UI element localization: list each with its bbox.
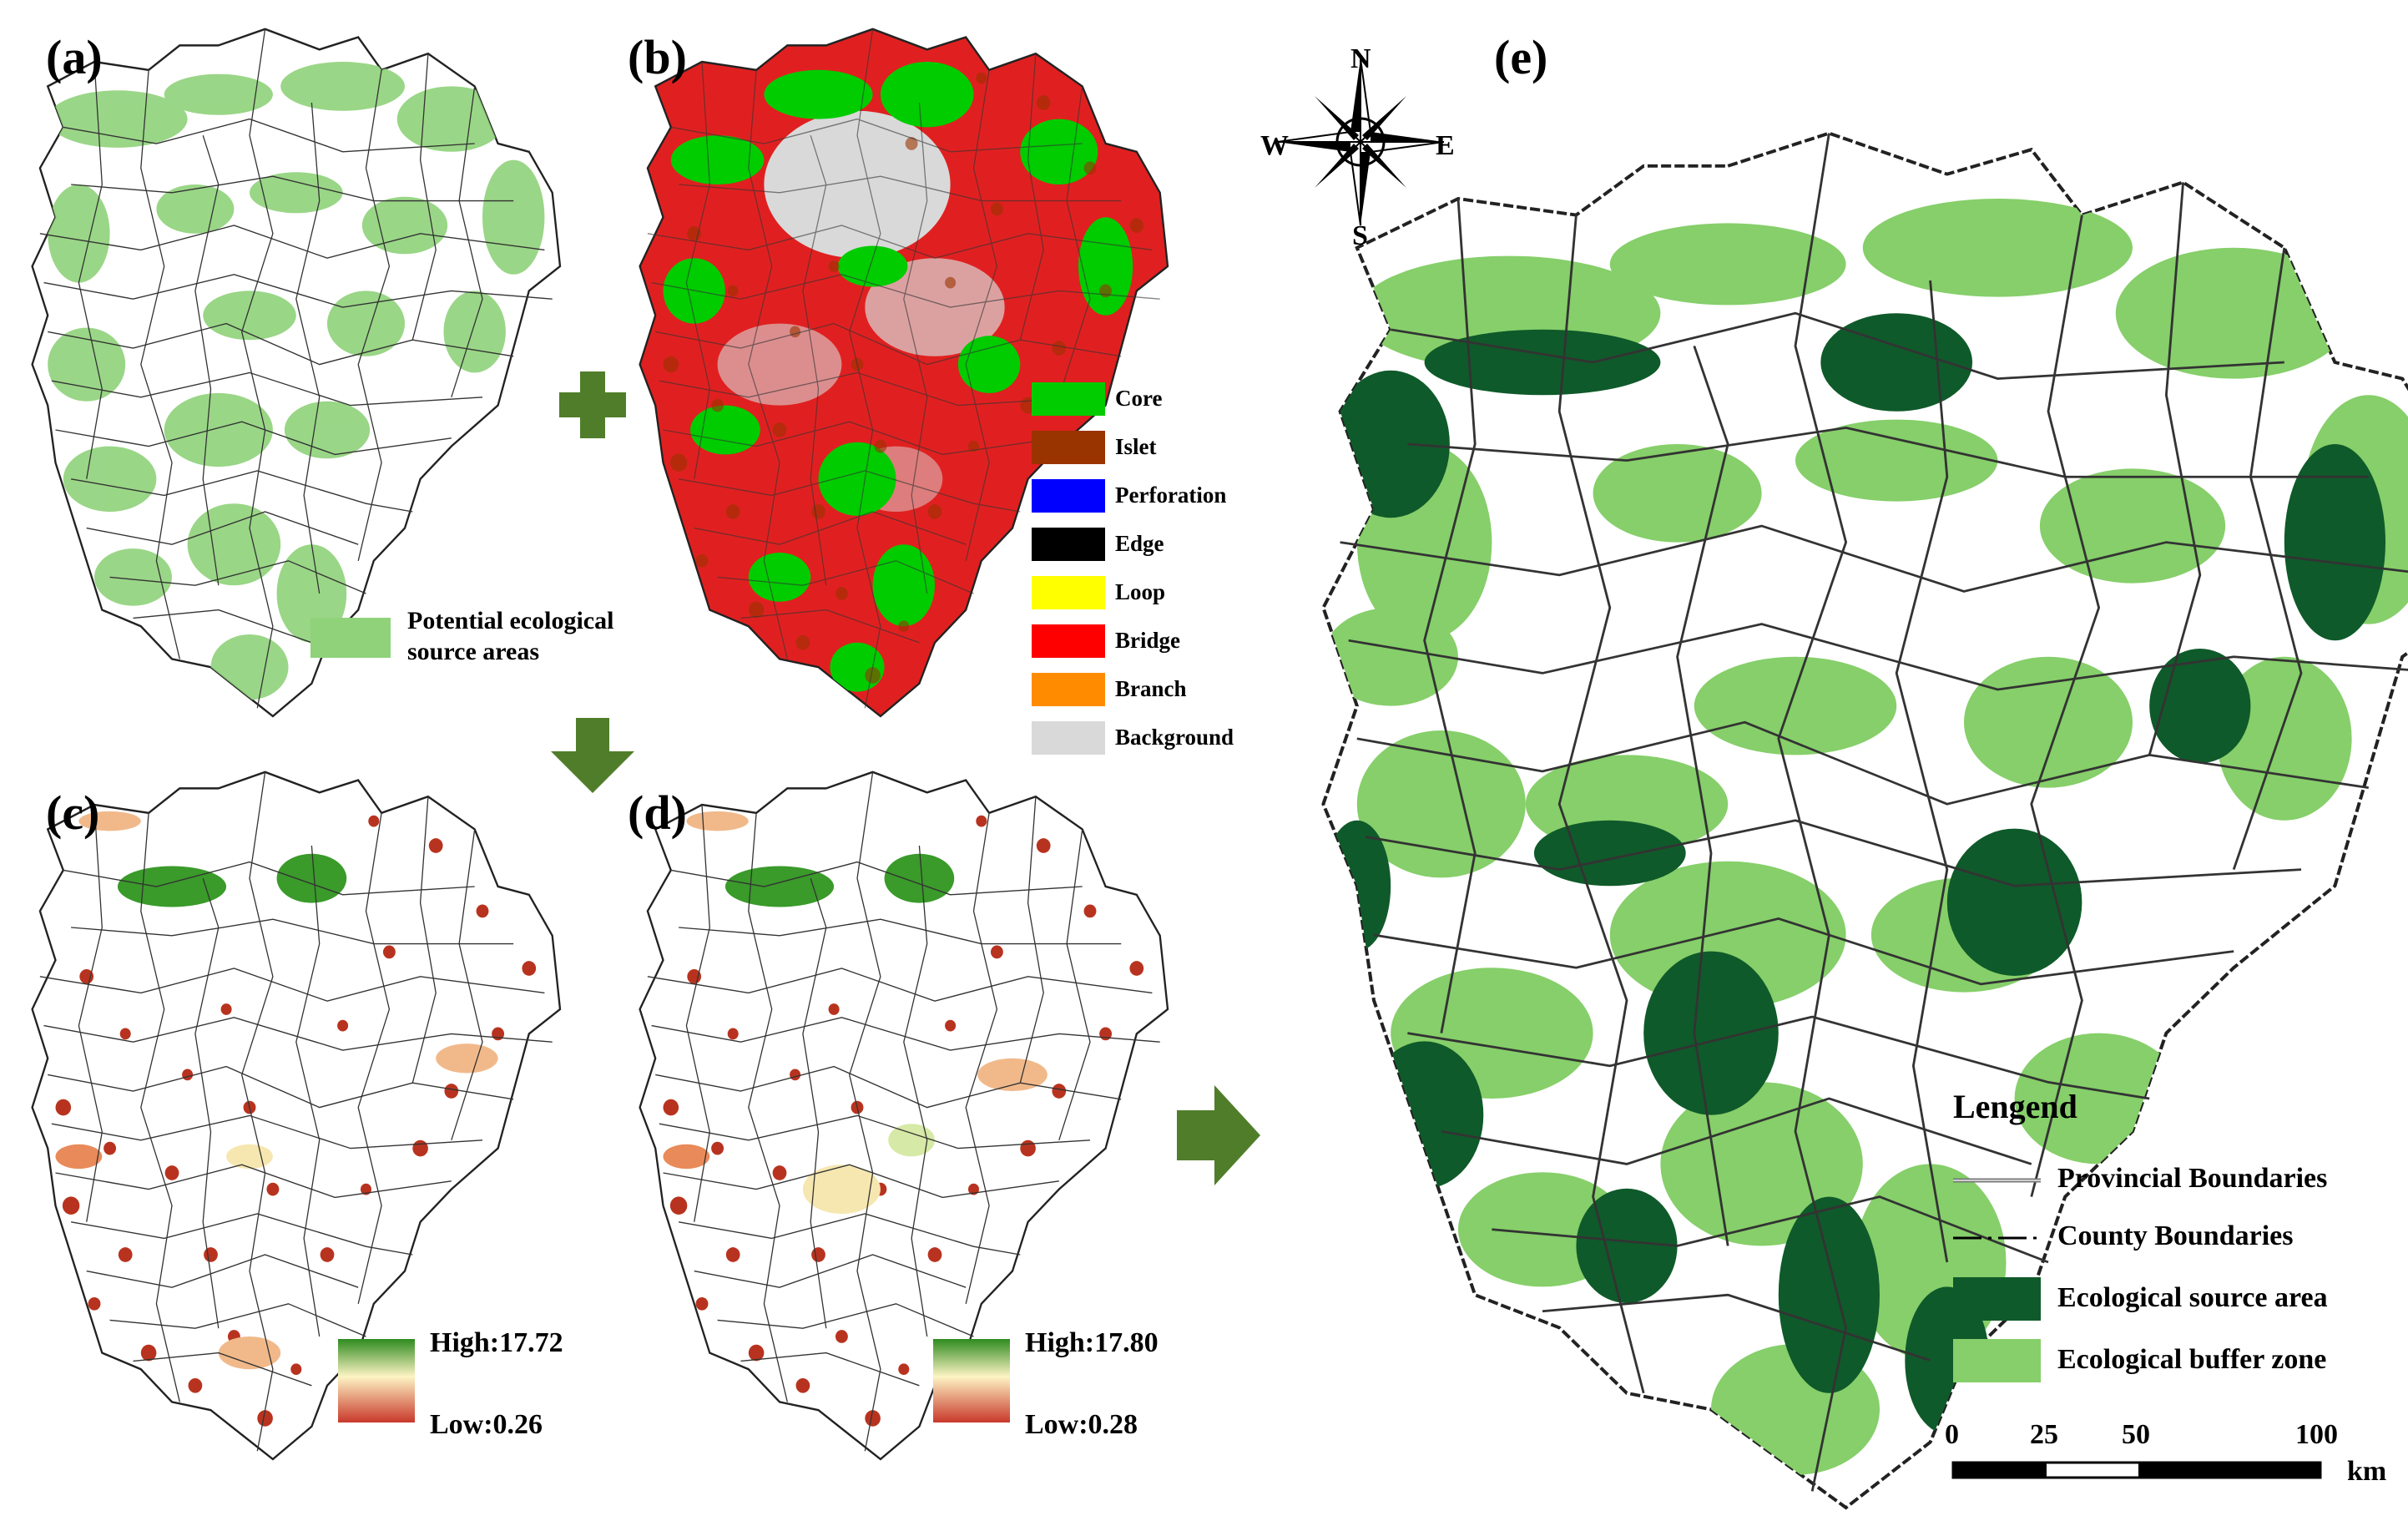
mspa-perforation-label: Perforation — [1115, 483, 1227, 508]
potential-source-label-line1: Potential ecological — [407, 607, 614, 634]
legend-buffer-label: Ecological buffer zone — [2057, 1344, 2327, 1375]
panel-label-d: (d) — [628, 786, 687, 840]
mspa-islet-label: Islet — [1115, 434, 1157, 459]
panel-label-a: (a) — [46, 30, 103, 84]
mspa-background-swatch — [1032, 721, 1105, 755]
potential-source-swatch — [310, 618, 391, 658]
mspa-loop-swatch — [1032, 576, 1105, 609]
map-d — [639, 771, 1169, 1461]
gradient-d-low: Low:0.28 — [1025, 1409, 1138, 1440]
mspa-core-label: Core — [1115, 386, 1163, 411]
scalebar-tick-100: 100 — [2295, 1419, 2338, 1450]
potential-source-label-line2: source areas — [407, 638, 540, 665]
panel-label-b: (b) — [628, 30, 687, 84]
mspa-perforation-swatch — [1032, 479, 1105, 513]
gradient-c-high: High:17.72 — [430, 1327, 563, 1358]
mspa-loop-label: Loop — [1115, 579, 1166, 604]
mspa-core-swatch — [1032, 382, 1105, 416]
mspa-background-label: Background — [1115, 725, 1234, 750]
gradient-c-low: Low:0.26 — [430, 1409, 543, 1440]
legend-source-label: Ecological source area — [2057, 1282, 2328, 1313]
mspa-legend: Core Islet Perforation Edge Loop Bridge … — [1032, 382, 1265, 766]
legend-provincial-label: Provincial Boundaries — [2057, 1163, 2328, 1194]
map-b — [639, 28, 1169, 718]
mspa-edge-label: Edge — [1115, 531, 1164, 556]
compass-s-label: S — [1352, 220, 1368, 251]
panel-label-e: (e) — [1494, 30, 1548, 84]
mspa-branch-swatch — [1032, 673, 1105, 706]
panel-label-c: (c) — [46, 786, 100, 840]
scalebar-tick-25: 25 — [2030, 1419, 2058, 1450]
compass-rose-icon — [1276, 58, 1445, 226]
scalebar — [1951, 1461, 2322, 1479]
mspa-branch-label: Branch — [1115, 676, 1187, 701]
legend-source-swatch — [1953, 1277, 2041, 1321]
gradient-d-high: High:17.80 — [1025, 1327, 1159, 1358]
arrow-down-icon — [551, 718, 634, 793]
compass-e-label: E — [1436, 130, 1455, 161]
mspa-bridge-swatch — [1032, 624, 1105, 658]
main-legend-title: Lengend — [1953, 1088, 2077, 1125]
gradient-c-icon — [338, 1339, 415, 1422]
compass-w-label: W — [1260, 130, 1289, 161]
mspa-edge-swatch — [1032, 528, 1105, 561]
scalebar-tick-50: 50 — [2122, 1419, 2150, 1450]
legend-buffer-swatch — [1953, 1339, 2041, 1382]
arrow-right-icon — [1177, 1085, 1260, 1185]
compass-n-label: N — [1350, 43, 1371, 74]
plus-icon — [559, 371, 626, 438]
scalebar-unit: km — [2347, 1456, 2387, 1487]
scalebar-tick-0: 0 — [1945, 1419, 1959, 1450]
mspa-islet-swatch — [1032, 431, 1105, 464]
legend-county-label: County Boundaries — [2057, 1220, 2294, 1251]
mspa-bridge-label: Bridge — [1115, 628, 1180, 653]
map-c — [31, 771, 562, 1461]
gradient-d-icon — [933, 1339, 1010, 1422]
